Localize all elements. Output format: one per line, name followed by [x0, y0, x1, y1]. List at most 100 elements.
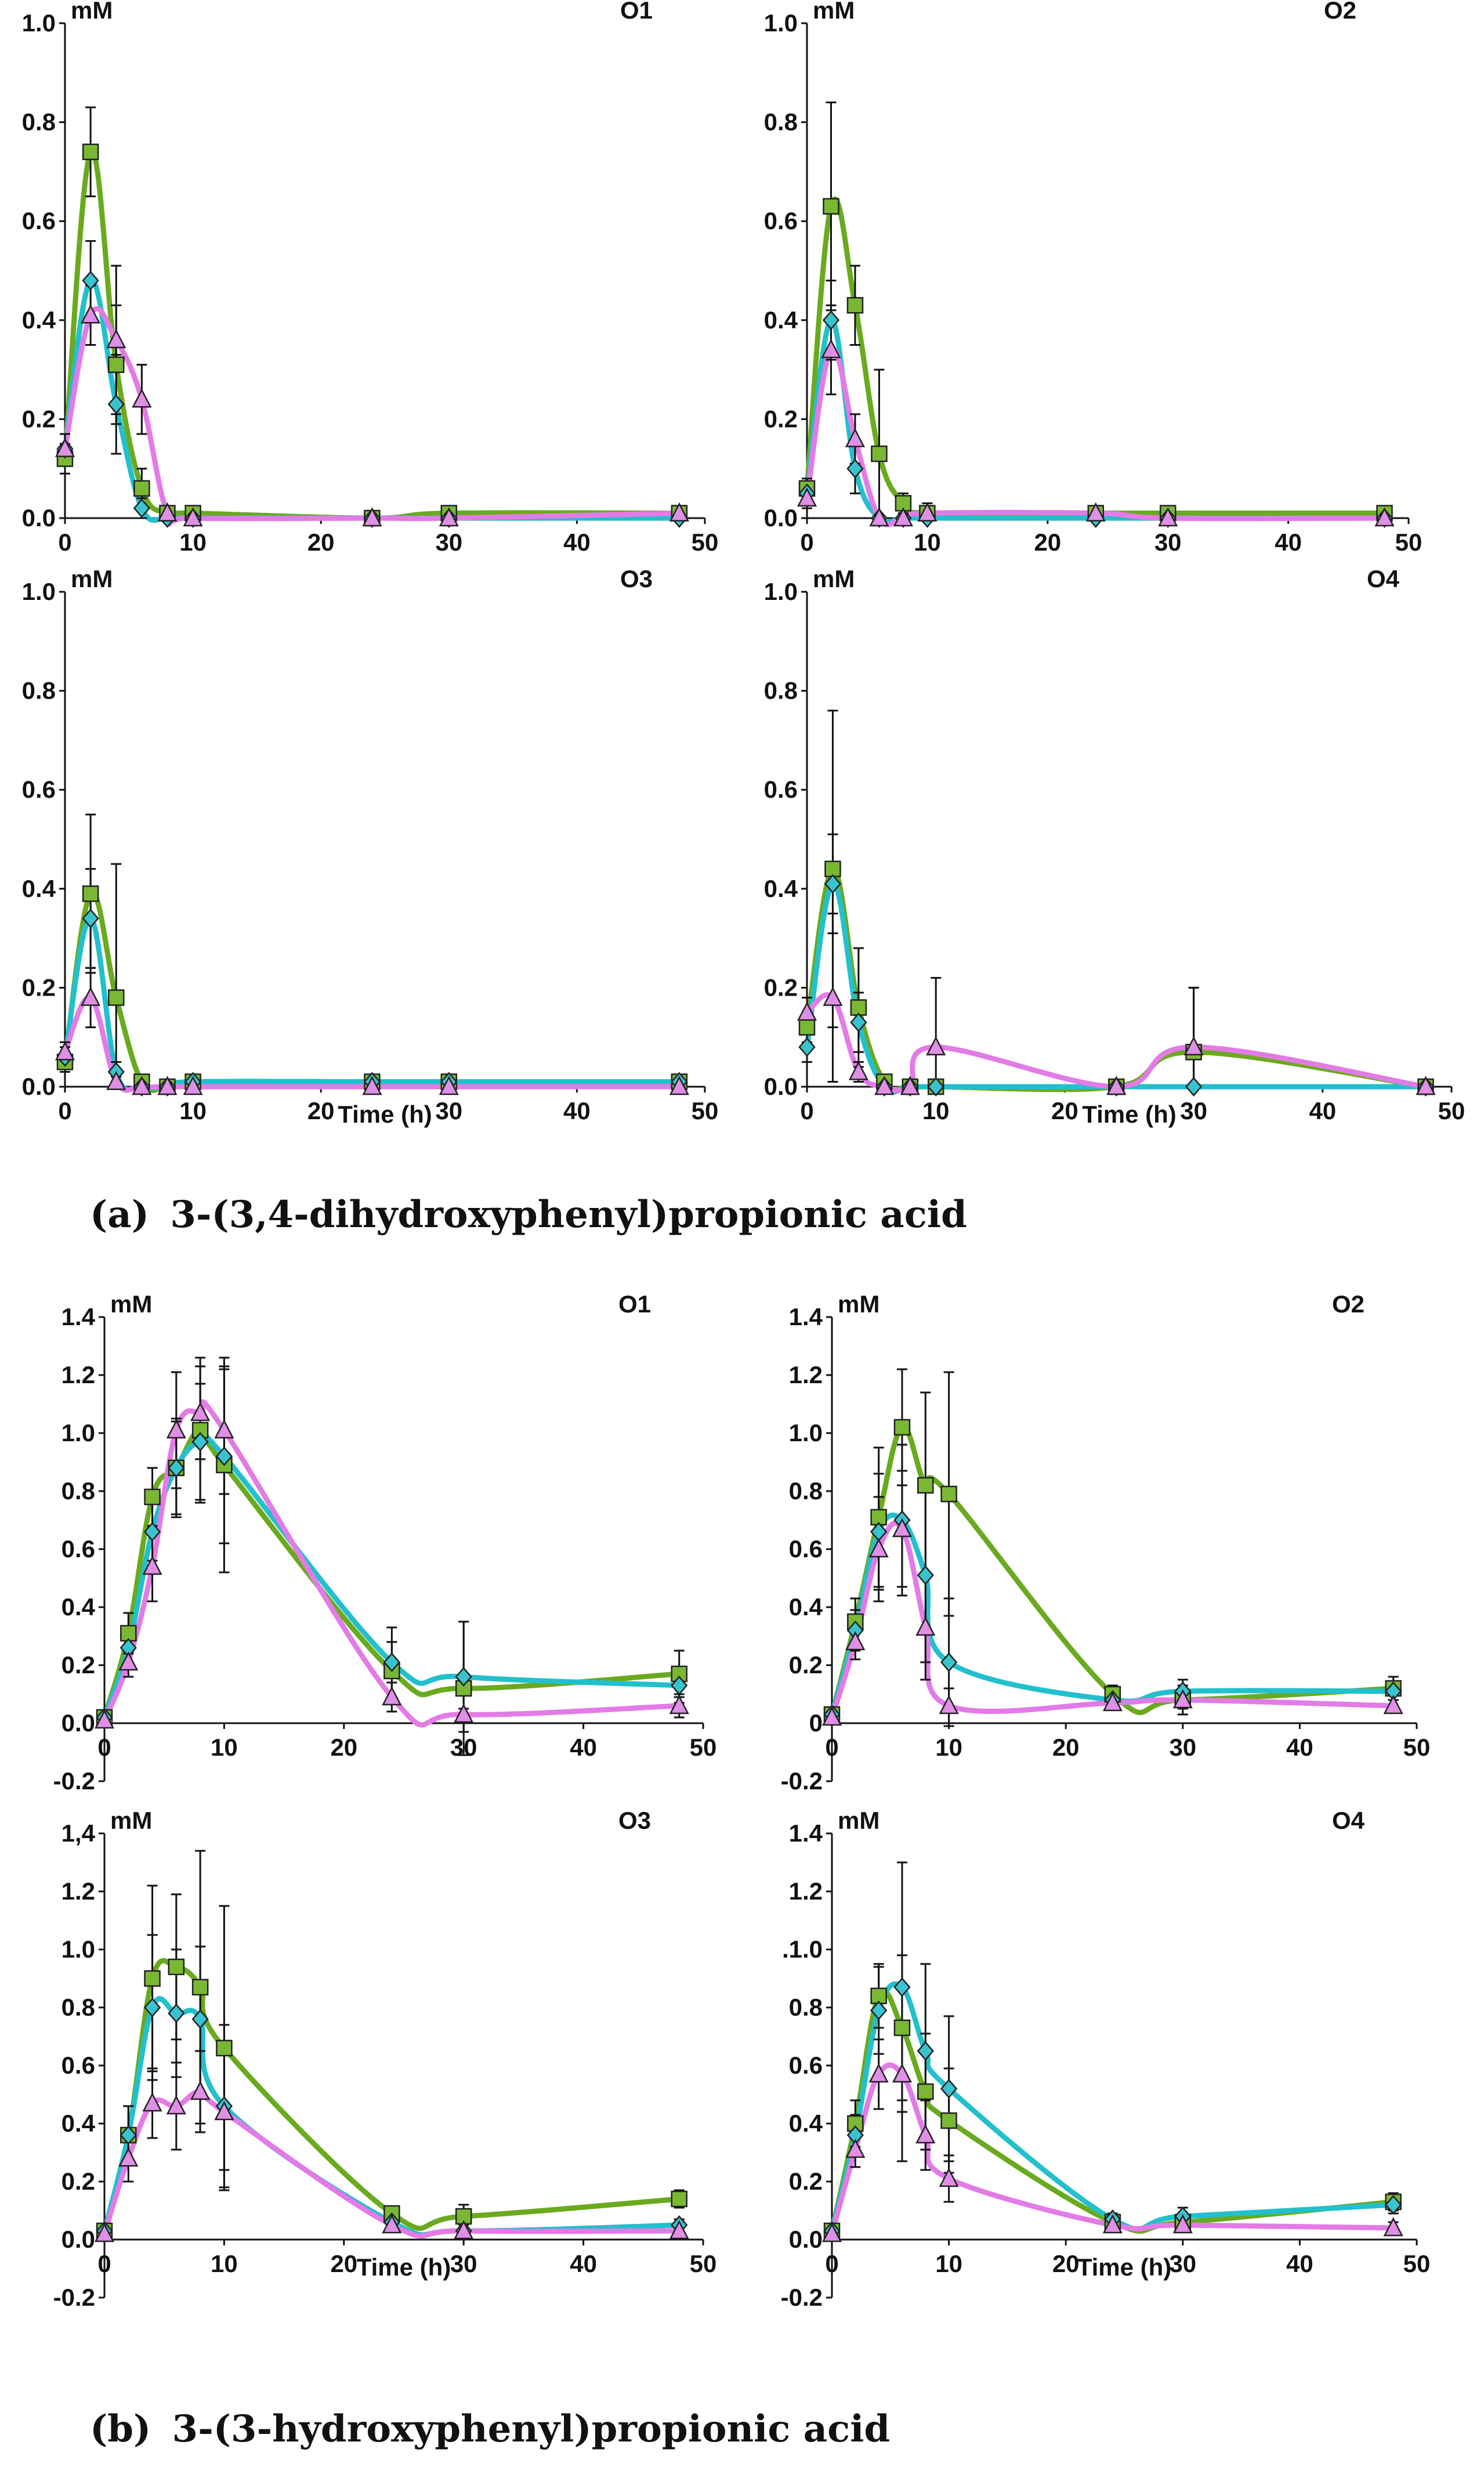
- data-point-triangle: [106, 1070, 126, 1090]
- data-point-triangle: [939, 2168, 959, 2187]
- data-point-triangle: [157, 1076, 178, 1095]
- data-point-square: [871, 445, 888, 462]
- chart-b-O1: -0.20.00.20.40.60.81.01.21.40 10 20 30 40 50m…: [53, 1290, 717, 1795]
- caption-a-text: 3-(3,4-dihydroxyphenyl)propionic acid: [170, 1193, 967, 1236]
- data-point-diamond: [940, 2079, 958, 2099]
- series-line-cyan-diamond: [804, 881, 1429, 1095]
- y-tick-label: 1.4: [789, 1303, 823, 1330]
- data-point-square: [168, 1958, 185, 1976]
- data-point-square: [846, 296, 864, 314]
- data-point-diamond: [1185, 1077, 1203, 1097]
- y-tick-label: 1.2: [61, 1361, 95, 1388]
- x-tick-label: 0: [825, 1734, 838, 1761]
- y-tick-label: 0.6: [61, 1535, 95, 1562]
- data-point-diamond: [82, 909, 99, 928]
- data-point-square: [917, 2083, 934, 2100]
- data-point-triangle: [1158, 507, 1178, 527]
- data-point-triangle: [893, 507, 913, 527]
- y-tick-label: 0.6: [22, 776, 56, 803]
- data-point-diamond: [940, 1652, 958, 1672]
- y-tick-label: 0.6: [61, 2052, 95, 2079]
- x-tick-label: 0: [97, 1734, 111, 1761]
- x-tick-label: 0: [58, 1097, 71, 1124]
- x-tick-label: 50: [690, 2250, 717, 2277]
- y-tick-label: 0.8: [789, 1994, 823, 2021]
- y-tick-label: 0.2: [789, 1651, 823, 1679]
- data-point-square: [191, 1978, 209, 1996]
- x-tick-label: 20: [1034, 529, 1061, 556]
- x-tick-label: 10: [179, 529, 207, 556]
- y-tick-label: -0.2: [781, 2284, 823, 2311]
- y-tick-label: 0.2: [22, 974, 56, 1001]
- panel-title: O3: [620, 565, 653, 592]
- y-tick-label: 0.8: [22, 677, 56, 704]
- data-point-triangle: [1383, 2217, 1403, 2237]
- data-point-triangle: [797, 487, 817, 507]
- x-tick-label: 50: [1395, 529, 1423, 556]
- data-point-diamond: [168, 2003, 185, 2023]
- x-tick-label: 20: [330, 1734, 357, 1761]
- data-point-triangle: [439, 1076, 459, 1095]
- y-tick-label: 0.2: [61, 2168, 95, 2195]
- data-point-diamond: [824, 874, 842, 894]
- data-point-triangle: [669, 502, 689, 522]
- x-tick-label: 30: [450, 2250, 477, 2277]
- x-tick-label: 10: [211, 1734, 238, 1761]
- data-point-triangle: [142, 1556, 162, 1575]
- y-tick-label: 0.6: [764, 776, 798, 803]
- data-point-diamond: [82, 270, 99, 291]
- data-point-triangle: [190, 2081, 211, 2100]
- data-point-triangle: [190, 1402, 211, 1421]
- data-point-diamond: [168, 1458, 185, 1478]
- data-point-triangle: [157, 502, 178, 522]
- y-tick-label: 0.0: [22, 1073, 56, 1100]
- x-tick-label: 30: [1180, 1097, 1207, 1124]
- y-tick-label: 1.0: [22, 578, 56, 605]
- y-tick-label: 1.0: [61, 1936, 95, 1963]
- data-point-triangle: [892, 1518, 913, 1538]
- data-point-triangle: [669, 2220, 689, 2240]
- data-point-triangle: [821, 339, 841, 359]
- x-tick-label: 40: [563, 529, 591, 556]
- y-tick-label: 0.0: [22, 504, 56, 531]
- unit-label: mM: [110, 1807, 152, 1834]
- caption-b-label: (b): [90, 2407, 151, 2451]
- data-point-diamond: [191, 2009, 209, 2029]
- y-tick-label: 0.0: [764, 1073, 798, 1100]
- data-point-square: [823, 198, 839, 215]
- x-tick-label: 50: [690, 1734, 717, 1761]
- data-point-triangle: [94, 1709, 115, 1729]
- panel-title: O4: [1332, 1807, 1365, 1834]
- x-tick-label: 0: [825, 2250, 838, 2277]
- chart-b-O4: -0.2 0.0 0.2 0.4 0.6 0.8 .1.0 1.2 1.4 0 10 20 30 40 50…: [781, 1807, 1431, 2311]
- y-tick-label: 1.2: [61, 1878, 95, 1905]
- data-point-triangle: [382, 2214, 402, 2234]
- data-point-diamond: [798, 1037, 816, 1057]
- data-point-square: [917, 1477, 934, 1494]
- data-point-triangle: [845, 2139, 866, 2158]
- data-point-diamond: [455, 1667, 472, 1687]
- data-point-triangle: [81, 986, 101, 1006]
- data-point-triangle: [362, 507, 382, 527]
- data-point-diamond: [927, 1077, 944, 1097]
- x-tick-label: 0: [800, 1097, 813, 1124]
- unit-label: mM: [813, 565, 855, 592]
- data-point-triangle: [1172, 2214, 1193, 2234]
- x-tick-label: 20: [1051, 1097, 1078, 1124]
- x-axis-label: Time (h): [357, 2253, 451, 2281]
- data-point-diamond: [120, 2125, 137, 2145]
- data-point-diamond: [1385, 2195, 1402, 2215]
- chart-a-O4: 0.0 0.2 0.4 0.6 0.8 1.0 0 10 20 30 40 50 mM O4 Time (h…: [764, 565, 1465, 1128]
- x-tick-label: 50: [1403, 2250, 1431, 2277]
- panel-title: O1: [620, 0, 653, 24]
- data-point-square: [850, 999, 867, 1016]
- data-point-triangle: [848, 1061, 868, 1080]
- x-tick-label: 40: [570, 2250, 597, 2277]
- chart-b-O3: -0.2 0.0 0.2 0.4 0.6 0.8 1.0 1.2 1,4 0 10 20 30 40 50 m…: [53, 1807, 717, 2311]
- data-point-triangle: [915, 1616, 936, 1636]
- data-point-diamond: [850, 1012, 867, 1033]
- series-line-green-square: [804, 196, 1387, 517]
- data-point-diamond: [822, 310, 840, 330]
- data-point-triangle: [900, 1076, 920, 1095]
- data-point-square: [144, 1970, 161, 1987]
